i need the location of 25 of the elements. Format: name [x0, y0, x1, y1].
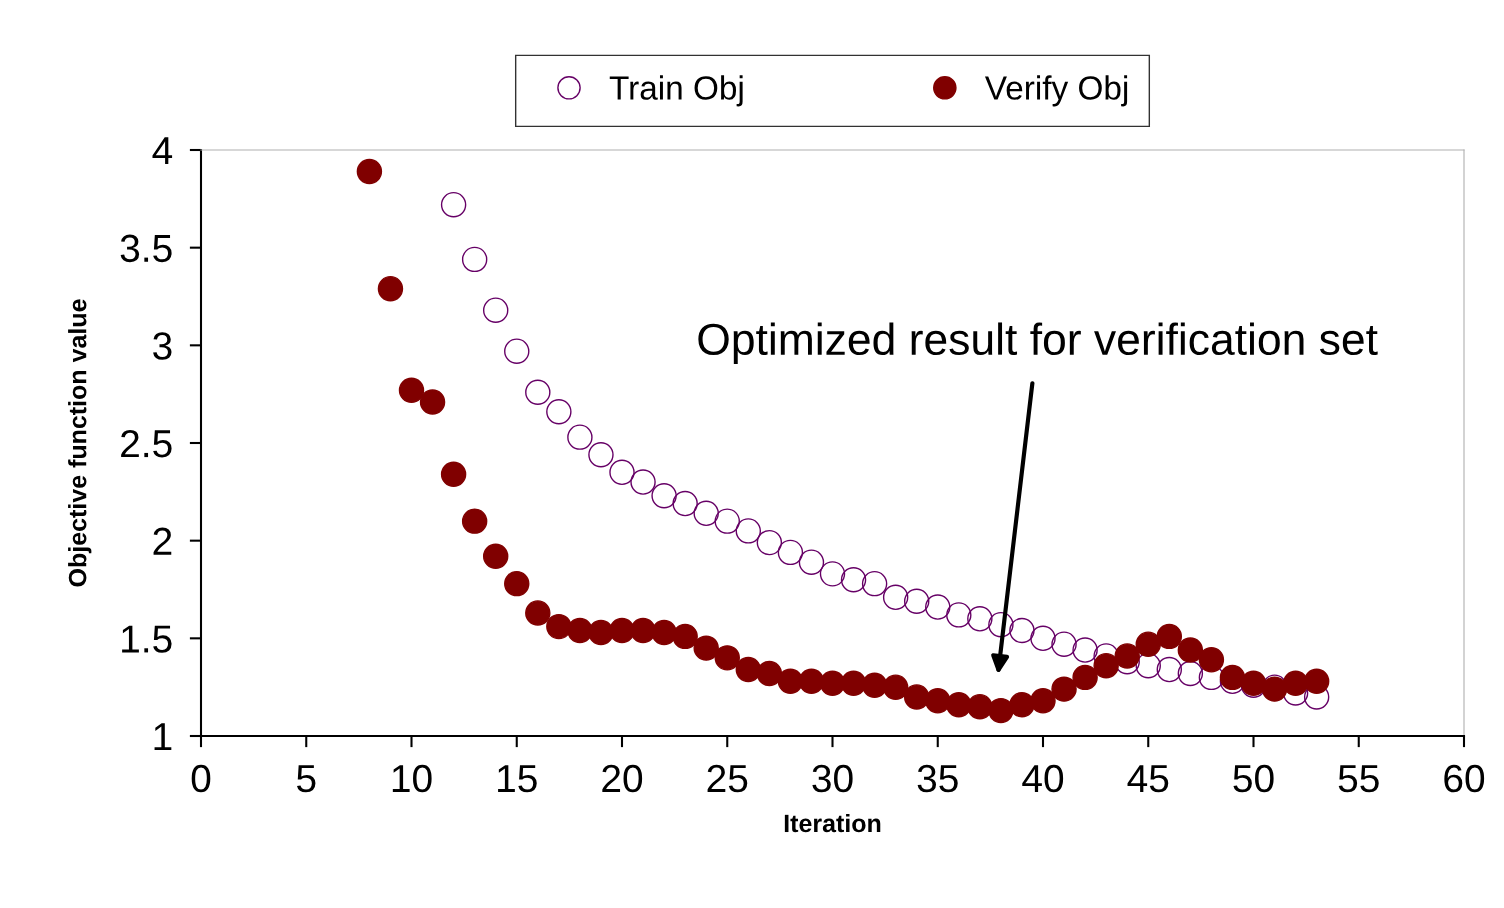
y-tick-label: 4	[152, 137, 173, 165]
y-axis-title: Objective function value	[68, 299, 92, 587]
x-tick-label: 40	[1022, 764, 1064, 793]
x-tick-label: 60	[1444, 764, 1485, 793]
x-tick-label: 0	[191, 764, 211, 793]
y-tick-label: 3.5	[120, 234, 172, 263]
x-tick-label: 10	[392, 764, 432, 793]
legend-label: Train Obj	[609, 75, 743, 107]
x-tick-label: 25	[707, 764, 748, 793]
x-tick-label: 45	[1127, 765, 1169, 793]
x-tick-label: 20	[602, 764, 643, 793]
x-tick-label: 15	[498, 765, 537, 793]
x-axis-title: Iteration	[784, 813, 881, 833]
y-tick-label: 1.5	[122, 625, 172, 653]
x-tick-label: 30	[812, 764, 853, 793]
x-tick-label: 5	[296, 765, 316, 793]
y-tick-label: 1	[154, 723, 172, 751]
x-tick-label: 50	[1233, 764, 1274, 793]
y-tick-label: 3	[153, 332, 172, 360]
x-tick-label: 55	[1338, 765, 1379, 793]
legend-label: Verify Obj	[984, 75, 1128, 107]
annotation: Optimized result for verification set	[698, 322, 1378, 364]
x-tick-label: 35	[917, 764, 958, 793]
y-tick-label: 2.5	[121, 429, 172, 458]
y-tick-label: 2	[153, 527, 172, 555]
